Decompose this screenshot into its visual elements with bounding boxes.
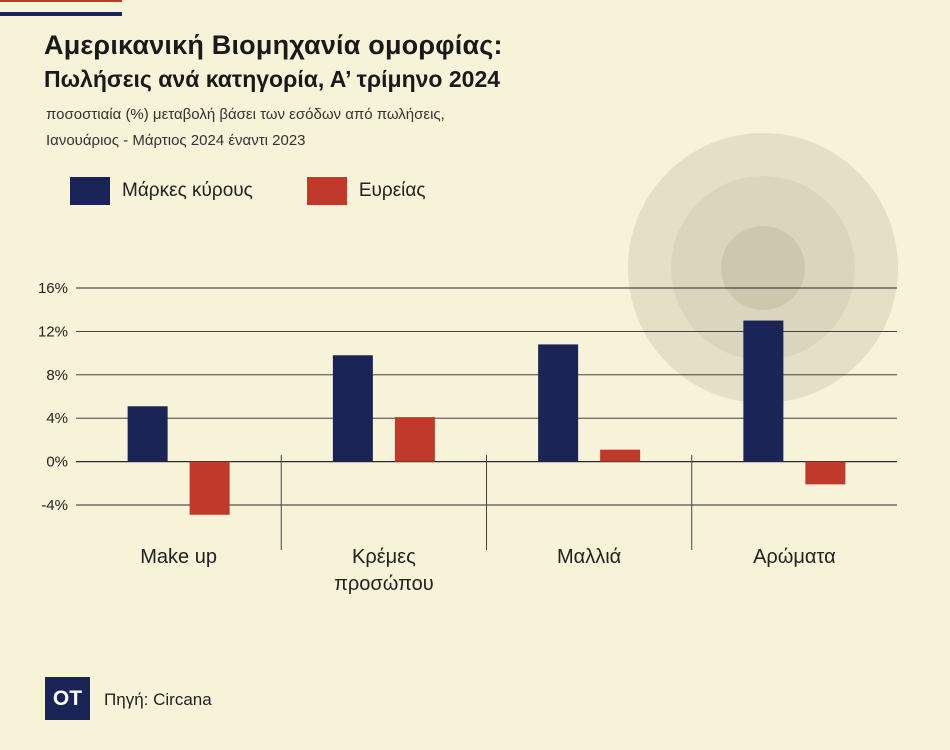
legend: Μάρκες κύρους Ευρείας [70, 177, 480, 205]
y-axis: 16% 12% 8% 4% 0% -4% [38, 280, 68, 514]
bar [805, 461, 846, 485]
x-tick-label: Μαλλιά [557, 546, 621, 568]
bar [743, 320, 784, 462]
y-tick-label: 0% [46, 454, 68, 471]
chart-subtitle: Πωλήσεις ανά κατηγορία, Α’ τρίμηνο 2024 [44, 66, 501, 92]
y-tick-label: 4% [46, 410, 68, 427]
legend-label-mass: Ευρείας [358, 180, 426, 201]
legend-swatch-prestige [70, 177, 110, 205]
legend-swatch-mass [306, 177, 347, 205]
x-tick-label: προσώπου [334, 573, 434, 595]
y-tick-label: 8% [46, 367, 68, 384]
legend-label-prestige: Μάρκες κύρους [122, 180, 253, 201]
x-axis: Make up Κρέμες προσώπου Μαλλιά Αρώματα [140, 546, 835, 595]
bar [600, 449, 641, 462]
ot-logo: OT [45, 677, 90, 720]
top-accent-red [0, 0, 122, 2]
legend-item-mass: Ευρείας [306, 177, 426, 205]
decorative-circles [628, 133, 898, 403]
bars [127, 320, 846, 515]
y-tick-label: 16% [38, 280, 68, 297]
chart-description-line2: Ιανουάριος - Μάρτιος 2024 έναντι 2023 [46, 132, 306, 149]
y-tick-label: -4% [41, 497, 68, 514]
x-tick-label: Make up [140, 546, 217, 568]
chart-title: Αμερικανική Βιομηχανία ομορφίας: [44, 30, 503, 60]
bar [127, 406, 168, 462]
chart-description-line1: ποσοστιαία (%) μεταβολή βάσει των εσόδων… [46, 106, 445, 123]
x-tick-label: Αρώματα [753, 546, 836, 568]
bar [332, 355, 373, 462]
bar [394, 417, 435, 462]
category-separators [280, 455, 693, 550]
top-accent-navy [0, 12, 122, 16]
decor-circle-inner [721, 226, 805, 310]
bar [538, 344, 579, 462]
legend-item-prestige: Μάρκες κύρους [70, 177, 253, 205]
source-note: Πηγή: Circana [104, 690, 212, 709]
x-tick-label: Κρέμες [352, 546, 416, 568]
bar [189, 461, 230, 515]
y-tick-label: 12% [38, 323, 68, 340]
